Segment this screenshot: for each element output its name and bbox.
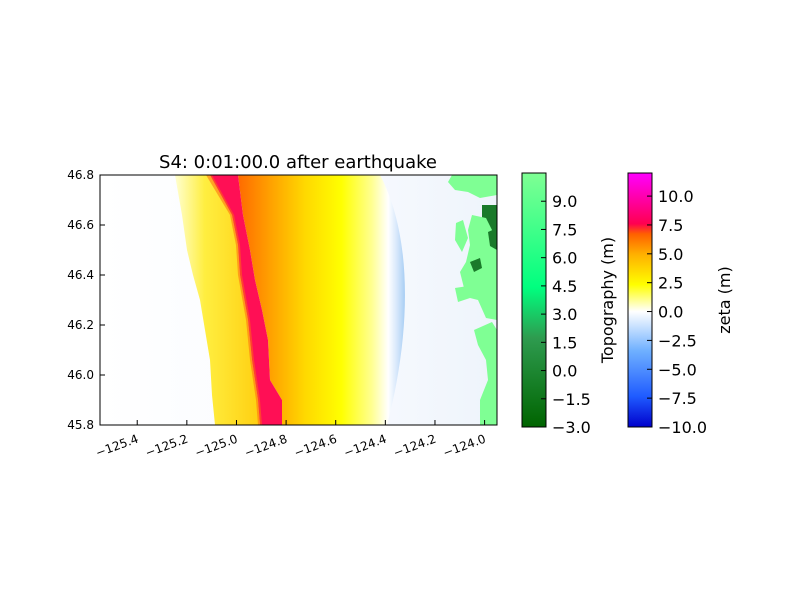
colorbar-tick-label: 7.5 [658, 216, 683, 235]
x-tick-label: −125.4 [94, 432, 141, 460]
colorbar-tick-label: −3.0 [552, 418, 591, 437]
chart-title: S4: 0:01:00.0 after earthquake [159, 152, 437, 173]
x-tick-label: −125.0 [193, 432, 240, 460]
y-tick-label: 46.6 [67, 218, 94, 232]
x-tick-label: −124.2 [391, 432, 438, 460]
colorbar-tick-label: −10.0 [658, 418, 707, 437]
leading-wave-front [175, 175, 260, 425]
colorbar-tick-label: 0.0 [552, 362, 577, 381]
topography-colorbar-label: Topography (m) [598, 237, 617, 364]
x-tick-label: −124.4 [342, 432, 389, 460]
colorbar-tick-label: −1.5 [552, 390, 591, 409]
colorbar-tick-label: 6.0 [552, 249, 577, 268]
colorbar-tick-label: 0.0 [658, 303, 683, 322]
y-tick-label: 46.2 [67, 318, 94, 332]
colorbar-tick-label: −5.0 [658, 360, 697, 379]
topography-colorbar-ticks: 9.0 7.5 6.0 4.5 3.0 1.5 0.0 −1.5 −3.0 [541, 192, 591, 437]
x-tick-label: −125.2 [143, 432, 190, 460]
colorbar-tick-label: 10.0 [658, 187, 694, 206]
colorbar-tick-label: 4.5 [552, 277, 577, 296]
colorbar-tick-label: 9.0 [552, 192, 577, 211]
plot-frame [99, 174, 498, 426]
topography-colorbar: 9.0 7.5 6.0 4.5 3.0 1.5 0.0 −1.5 −3.0 Topography… [521, 172, 617, 437]
x-tick-label: −124.0 [441, 432, 488, 460]
zeta-colorbar-ticks: 10.0 7.5 5.0 2.5 0.0 −2.5 −5.0 −7.5 −10.0 [647, 187, 707, 437]
y-tick-label: 46.8 [67, 168, 94, 182]
colorbar-tick-label: 3.0 [552, 305, 577, 324]
trailing-wave-region [238, 175, 405, 425]
y-tick-label: 46.4 [67, 268, 94, 282]
colorbar-tick-label: 7.5 [552, 220, 577, 239]
x-tick-label: −124.6 [292, 432, 339, 460]
colorbar-tick-label: 5.0 [658, 245, 683, 264]
zeta-colorbar-label: zeta (m) [715, 266, 734, 333]
x-axis: −125.4 −125.2 −125.0 −124.8 −124.6 −124.4 −124… [94, 420, 488, 460]
colorbar-tick-label: −7.5 [658, 389, 697, 408]
y-tick-label: 45.8 [67, 418, 94, 432]
colorbar-tick-label: 2.5 [658, 274, 683, 293]
x-tick-label: −124.8 [243, 432, 290, 460]
plot-area [100, 175, 497, 425]
zeta-colorbar: 10.0 7.5 5.0 2.5 0.0 −2.5 −5.0 −7.5 −10.0 zeta (… [627, 172, 734, 437]
y-axis: 45.8 46.0 46.2 46.4 46.6 46.8 [67, 168, 105, 432]
crest-shoulder [206, 175, 262, 425]
y-tick-label: 46.0 [67, 368, 94, 382]
colorbar-tick-label: 1.5 [552, 333, 577, 352]
coastline-land [448, 175, 497, 425]
colorbar-tick-label: −2.5 [658, 331, 697, 350]
